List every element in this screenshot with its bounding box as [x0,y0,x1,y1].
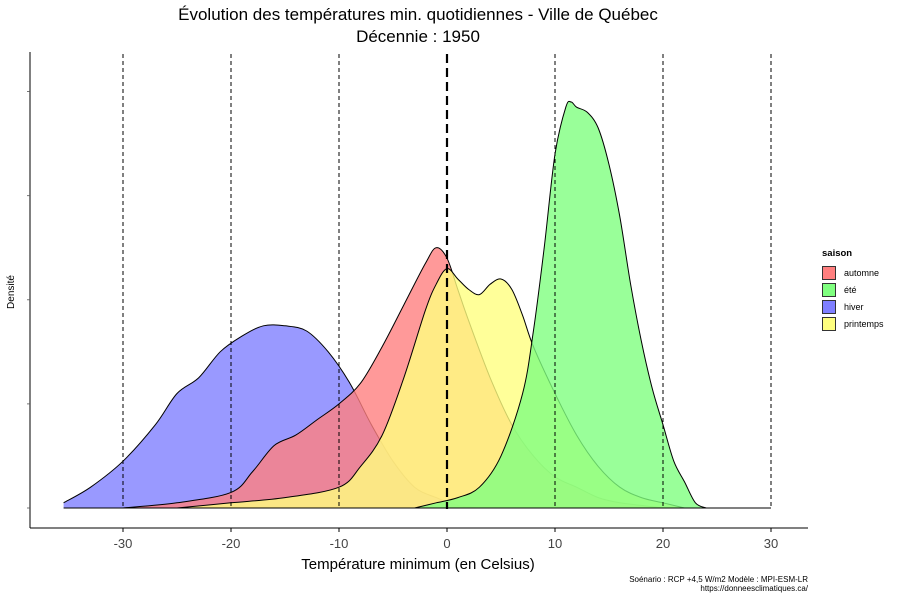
x-tick-label: -20 [222,536,241,551]
legend-label: été [844,284,857,295]
x-tick-label: -10 [330,536,349,551]
legend-item: été [822,281,884,298]
legend-label: automne [844,267,880,278]
legend-swatch [822,316,836,331]
x-tick-label: 30 [764,536,778,551]
legend-label: hiver [844,301,864,312]
legend-swatch [822,299,836,314]
y-axis-title: Densité [6,275,17,309]
legend-item: automne [822,264,884,281]
x-tick-label: -30 [114,536,133,551]
x-tick-label: 10 [548,536,562,551]
chart-subtitle: Décennie : 1950 [356,27,480,46]
axes: -30 -20 -10 0 10 20 30 [27,52,808,551]
legend-item: hiver [822,298,884,315]
legend-swatch [822,265,836,280]
legend: saison automne été hiver printemps [822,248,884,332]
legend-item: printemps [822,315,884,332]
series-layer [63,100,707,509]
caption-scenario: Soénario : RCP +4,5 W/m2 Modèle : MPI-ES… [629,575,808,584]
legend-title: saison [822,248,853,259]
source-caption: Soénario : RCP +4,5 W/m2 Modèle : MPI-ES… [629,575,808,593]
density-area-ete [414,101,707,508]
legend-swatch [822,282,836,297]
legend-items: automne été hiver printemps [822,264,884,332]
chart-title: Évolution des températures min. quotidie… [178,5,658,24]
x-axis-title: Température minimum (en Celsius) [301,556,534,573]
density-area-automne [123,247,663,509]
caption-url: https://donneesclimatiques.ca/ [700,584,808,593]
density-outline-ete [414,100,707,509]
chart-title-block: Évolution des températures min. quotidie… [0,4,836,48]
x-tick-label: 20 [656,536,670,551]
legend-label: printemps [844,318,884,329]
x-tick-label: 0 [443,536,450,551]
reference-lines [122,54,772,509]
